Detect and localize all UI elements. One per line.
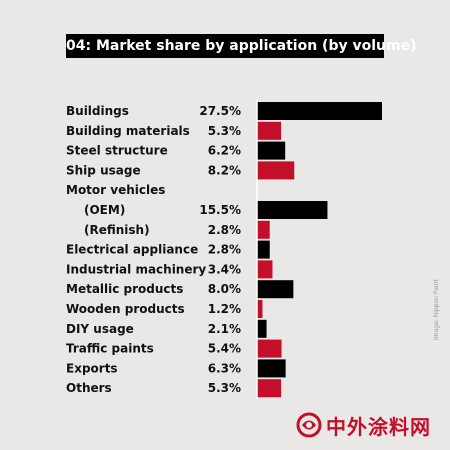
category-label: (Refinish)	[84, 223, 150, 237]
value-label: 2.8%	[208, 223, 241, 237]
value-label: 1.2%	[208, 302, 241, 316]
bar	[257, 280, 294, 299]
bar	[257, 379, 282, 398]
category-label: Exports	[66, 361, 118, 375]
value-label: 6.3%	[208, 361, 241, 375]
category-label: Wooden products	[66, 302, 185, 316]
bar	[257, 201, 328, 219]
category-label: DIY usage	[66, 322, 134, 336]
bar	[257, 300, 263, 318]
value-label: 15.5%	[199, 203, 241, 217]
chart-title: 04: Market share by application (by volu…	[66, 34, 416, 58]
category-label: Buildings	[66, 104, 129, 118]
value-label: 3.4%	[208, 262, 241, 276]
value-label: 8.2%	[208, 163, 241, 177]
bar	[257, 240, 270, 259]
bar	[257, 141, 286, 160]
value-label: 2.1%	[208, 322, 241, 336]
category-label: Electrical appliance	[66, 243, 198, 257]
value-label: 2.8%	[208, 243, 241, 257]
category-label: Steel structure	[66, 144, 168, 158]
category-label: Others	[66, 381, 112, 395]
bar	[257, 319, 267, 338]
bar	[257, 121, 282, 140]
value-label: 5.3%	[208, 124, 241, 138]
category-label: Industrial machinery	[66, 262, 206, 276]
bar	[257, 161, 295, 180]
value-label: 8.0%	[208, 282, 241, 296]
category-label: Building materials	[66, 124, 190, 138]
value-label: 5.3%	[208, 381, 241, 395]
category-label: Motor vehicles	[66, 183, 165, 197]
watermark-text: 中外涂料网	[326, 414, 431, 439]
bar	[257, 102, 382, 120]
site-watermark: 中外涂料网	[296, 410, 431, 440]
bar	[257, 359, 286, 378]
image-credit: Image: Nippon Paint	[433, 279, 440, 340]
bar	[257, 260, 273, 279]
value-label: 6.2%	[208, 144, 241, 158]
watermark-logo-icon	[296, 412, 322, 438]
value-label: 5.4%	[208, 342, 241, 356]
bar	[257, 220, 270, 239]
category-label: (OEM)	[84, 203, 125, 217]
category-label: Ship usage	[66, 163, 141, 177]
value-label: 27.5%	[199, 104, 241, 118]
category-label: Traffic paints	[66, 342, 154, 356]
category-label: Metallic products	[66, 282, 183, 296]
bar	[257, 339, 282, 358]
